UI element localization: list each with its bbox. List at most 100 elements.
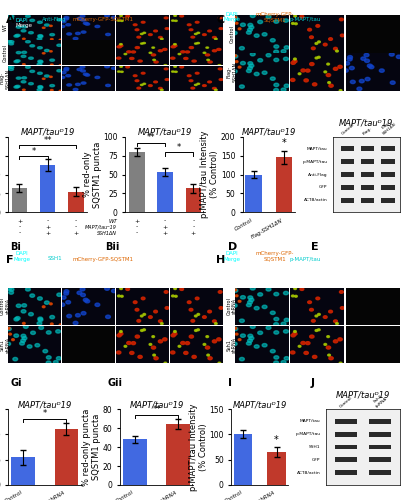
Circle shape	[301, 69, 305, 72]
Circle shape	[50, 34, 55, 36]
Circle shape	[258, 292, 263, 296]
Text: mCherry-GFP-SQSTM1: mCherry-GFP-SQSTM1	[73, 18, 133, 22]
Circle shape	[66, 24, 71, 26]
Circle shape	[294, 15, 297, 17]
Circle shape	[294, 58, 296, 60]
Text: Bi: Bi	[10, 242, 21, 252]
Text: MAPT/tau: MAPT/tau	[300, 419, 320, 423]
Circle shape	[326, 346, 330, 349]
Circle shape	[235, 22, 238, 24]
Circle shape	[61, 20, 66, 23]
Circle shape	[59, 64, 62, 66]
Circle shape	[189, 29, 193, 30]
Circle shape	[15, 85, 20, 87]
Circle shape	[38, 86, 43, 88]
Circle shape	[165, 306, 169, 310]
Circle shape	[15, 34, 20, 36]
Circle shape	[141, 315, 143, 317]
Circle shape	[202, 34, 206, 35]
Circle shape	[42, 306, 45, 308]
Circle shape	[7, 287, 12, 290]
Bar	[369, 418, 391, 424]
Circle shape	[197, 314, 200, 316]
Circle shape	[254, 306, 259, 310]
Circle shape	[23, 64, 25, 65]
Circle shape	[215, 322, 217, 324]
Y-axis label: Ssh1
shRNA: Ssh1 shRNA	[226, 336, 237, 352]
Circle shape	[21, 339, 25, 342]
Circle shape	[350, 80, 355, 84]
Circle shape	[218, 68, 222, 70]
Circle shape	[27, 345, 32, 348]
Circle shape	[158, 320, 162, 322]
Circle shape	[324, 344, 327, 345]
Circle shape	[191, 320, 195, 322]
Circle shape	[25, 15, 30, 18]
Circle shape	[158, 50, 162, 52]
Circle shape	[197, 42, 200, 43]
Circle shape	[343, 69, 348, 72]
Text: Anti-Flag: Anti-Flag	[42, 18, 67, 22]
Circle shape	[12, 338, 14, 340]
Circle shape	[185, 342, 189, 344]
Circle shape	[43, 350, 48, 353]
Circle shape	[76, 314, 80, 317]
Bar	[341, 198, 354, 203]
Circle shape	[15, 60, 20, 62]
Title: MAPT/tauᴰ19: MAPT/tauᴰ19	[18, 400, 72, 409]
Circle shape	[9, 17, 14, 20]
Circle shape	[53, 360, 58, 364]
Text: Control: Control	[339, 395, 354, 408]
Circle shape	[213, 50, 217, 52]
Bar	[335, 458, 357, 462]
Circle shape	[262, 32, 267, 36]
Circle shape	[396, 55, 401, 58]
Circle shape	[50, 316, 55, 319]
Circle shape	[295, 23, 297, 24]
Text: Ssh1
shRNA: Ssh1 shRNA	[372, 392, 388, 408]
Circle shape	[270, 311, 275, 314]
Text: **: **	[147, 134, 155, 142]
Circle shape	[195, 22, 199, 23]
Circle shape	[105, 84, 110, 86]
Circle shape	[30, 19, 35, 22]
Circle shape	[16, 77, 21, 79]
Circle shape	[189, 335, 194, 338]
Circle shape	[164, 64, 166, 66]
Circle shape	[233, 16, 238, 20]
Circle shape	[154, 30, 158, 32]
Circle shape	[130, 58, 134, 59]
Text: DAPI
Merge: DAPI Merge	[224, 12, 241, 22]
Circle shape	[194, 84, 197, 86]
Circle shape	[117, 334, 121, 337]
Text: +: +	[45, 230, 50, 235]
Circle shape	[308, 28, 311, 31]
Circle shape	[9, 40, 14, 43]
Circle shape	[238, 338, 241, 340]
Circle shape	[197, 32, 200, 34]
Circle shape	[290, 351, 295, 354]
Circle shape	[130, 352, 134, 354]
Circle shape	[46, 361, 51, 364]
Circle shape	[181, 51, 185, 53]
Circle shape	[15, 316, 20, 320]
Circle shape	[274, 50, 279, 53]
Circle shape	[29, 32, 34, 34]
Circle shape	[25, 288, 30, 291]
Circle shape	[240, 46, 244, 50]
Bar	[341, 172, 354, 177]
Text: MAPT/tauᴰ19: MAPT/tauᴰ19	[85, 224, 117, 230]
Circle shape	[126, 66, 130, 68]
Circle shape	[254, 34, 259, 37]
Bar	[361, 185, 375, 190]
Circle shape	[42, 27, 45, 28]
Circle shape	[57, 356, 61, 360]
Circle shape	[258, 20, 263, 24]
Circle shape	[23, 322, 25, 324]
Bar	[185, 188, 201, 212]
Circle shape	[172, 71, 174, 72]
Bar	[381, 159, 395, 164]
Circle shape	[389, 52, 394, 56]
Circle shape	[195, 297, 199, 300]
Circle shape	[262, 71, 267, 74]
